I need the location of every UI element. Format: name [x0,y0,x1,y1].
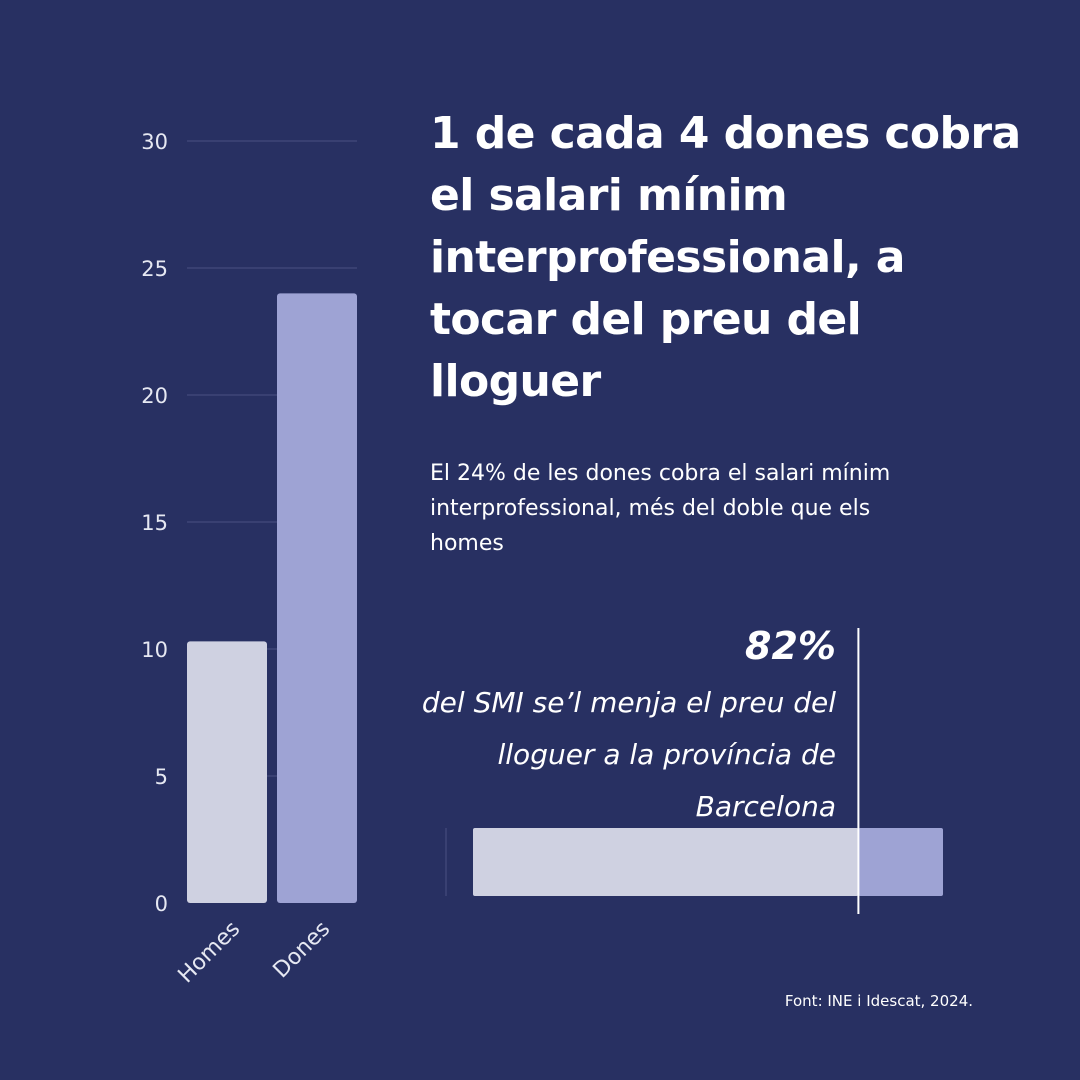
rent-percent: 82% [745,624,836,668]
y-tick-label: 25 [141,257,168,281]
bar-homes [187,641,267,903]
y-tick-label: 10 [141,638,168,662]
y-tick-label: 15 [141,511,168,535]
headline-subtitle: El 24% de les dones cobra el salari míni… [430,461,891,556]
share-segment-1 [473,828,859,896]
headline-title: 1 de cada 4 dones cobra el salari mínim … [430,108,1021,407]
x-tick-label: Dones [269,917,336,984]
y-tick-label: 20 [141,384,168,408]
rent-caption: del SMI se’l menja el preu del lloguer a… [421,686,836,823]
x-tick-label: Homes [174,917,246,989]
y-tick-label: 30 [141,130,168,154]
bar-dones [277,293,357,903]
share-segment-2 [858,828,943,896]
source-note: Font: INE i Idescat, 2024. [784,992,973,1010]
y-tick-label: 0 [155,892,168,916]
y-tick-label: 5 [155,765,168,789]
